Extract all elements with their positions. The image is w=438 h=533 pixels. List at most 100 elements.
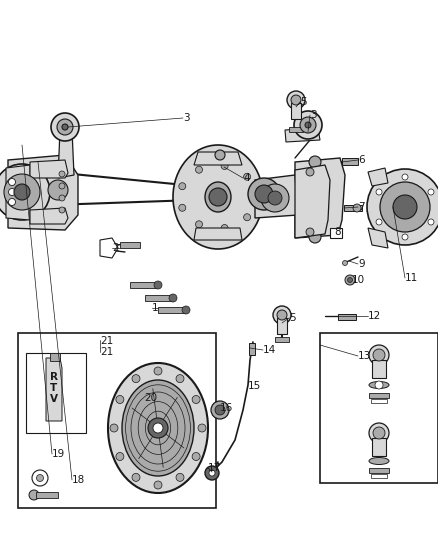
- Polygon shape: [8, 155, 78, 230]
- Text: 2: 2: [112, 243, 119, 253]
- Circle shape: [205, 466, 219, 480]
- Circle shape: [268, 191, 282, 205]
- Bar: [26, 353, 86, 433]
- Circle shape: [195, 221, 202, 228]
- Circle shape: [0, 164, 50, 220]
- Text: 5: 5: [300, 97, 307, 107]
- Circle shape: [59, 183, 65, 189]
- Bar: [277, 318, 287, 334]
- Circle shape: [154, 281, 162, 289]
- Text: 4: 4: [243, 173, 250, 183]
- Circle shape: [59, 171, 65, 177]
- Circle shape: [369, 423, 389, 443]
- Text: 15: 15: [248, 381, 261, 391]
- Circle shape: [277, 310, 287, 320]
- Polygon shape: [368, 168, 388, 186]
- Circle shape: [306, 168, 314, 176]
- Circle shape: [375, 381, 383, 389]
- Circle shape: [209, 470, 215, 476]
- Circle shape: [248, 178, 280, 210]
- Bar: [369, 393, 389, 398]
- Bar: [330, 228, 342, 238]
- Text: 3: 3: [310, 110, 317, 120]
- Circle shape: [110, 424, 118, 432]
- Text: 9: 9: [358, 259, 364, 269]
- Circle shape: [148, 418, 168, 438]
- Polygon shape: [368, 228, 388, 248]
- Bar: [372, 360, 386, 378]
- Circle shape: [29, 490, 39, 500]
- Text: 3: 3: [183, 113, 190, 123]
- Circle shape: [51, 113, 79, 141]
- Bar: [158, 307, 186, 313]
- Bar: [320, 333, 438, 483]
- Text: 18: 18: [72, 475, 85, 485]
- Circle shape: [305, 122, 311, 128]
- Circle shape: [14, 184, 30, 200]
- Ellipse shape: [369, 457, 389, 464]
- Circle shape: [154, 367, 162, 375]
- Text: 7: 7: [358, 202, 364, 212]
- Circle shape: [273, 306, 291, 324]
- Bar: [289, 127, 303, 132]
- Circle shape: [221, 224, 228, 231]
- Circle shape: [306, 228, 314, 236]
- Circle shape: [169, 294, 177, 302]
- Circle shape: [402, 234, 408, 240]
- Circle shape: [176, 375, 184, 383]
- Circle shape: [244, 173, 251, 180]
- Circle shape: [62, 124, 68, 130]
- Circle shape: [176, 473, 184, 481]
- Bar: [145, 295, 173, 301]
- Circle shape: [261, 184, 289, 212]
- Circle shape: [376, 189, 382, 195]
- Circle shape: [4, 174, 40, 210]
- Circle shape: [376, 219, 382, 225]
- Bar: [120, 242, 140, 248]
- Circle shape: [373, 427, 385, 439]
- Polygon shape: [6, 165, 30, 220]
- Circle shape: [192, 453, 200, 461]
- Text: 13: 13: [358, 351, 371, 361]
- Circle shape: [153, 423, 163, 433]
- Circle shape: [402, 174, 408, 180]
- Circle shape: [182, 306, 190, 314]
- Circle shape: [59, 207, 65, 213]
- Circle shape: [353, 204, 361, 212]
- Text: 12: 12: [368, 311, 381, 321]
- Circle shape: [428, 189, 434, 195]
- Circle shape: [192, 395, 200, 403]
- Ellipse shape: [173, 145, 263, 249]
- Circle shape: [291, 95, 301, 105]
- Polygon shape: [194, 228, 242, 240]
- Circle shape: [132, 473, 140, 481]
- Circle shape: [179, 183, 186, 190]
- Polygon shape: [194, 152, 242, 165]
- Polygon shape: [295, 165, 330, 238]
- Circle shape: [48, 180, 68, 200]
- Text: 14: 14: [263, 345, 276, 355]
- Text: 5: 5: [289, 313, 296, 323]
- Circle shape: [369, 345, 389, 365]
- Text: 10: 10: [352, 275, 365, 285]
- Bar: [249, 343, 255, 355]
- Circle shape: [309, 156, 321, 168]
- Circle shape: [198, 424, 206, 432]
- Circle shape: [116, 395, 124, 403]
- Text: 16: 16: [220, 403, 233, 413]
- Bar: [18, 333, 216, 508]
- Circle shape: [345, 275, 355, 285]
- Text: 11: 11: [405, 273, 418, 283]
- Circle shape: [347, 278, 353, 282]
- Circle shape: [255, 185, 273, 203]
- Text: 8: 8: [334, 227, 341, 237]
- Circle shape: [294, 111, 322, 139]
- Polygon shape: [285, 128, 320, 142]
- Polygon shape: [30, 160, 68, 178]
- Ellipse shape: [369, 382, 389, 389]
- Circle shape: [32, 470, 48, 486]
- Circle shape: [36, 474, 43, 481]
- Circle shape: [8, 189, 15, 196]
- Circle shape: [252, 193, 259, 200]
- Bar: [275, 337, 289, 342]
